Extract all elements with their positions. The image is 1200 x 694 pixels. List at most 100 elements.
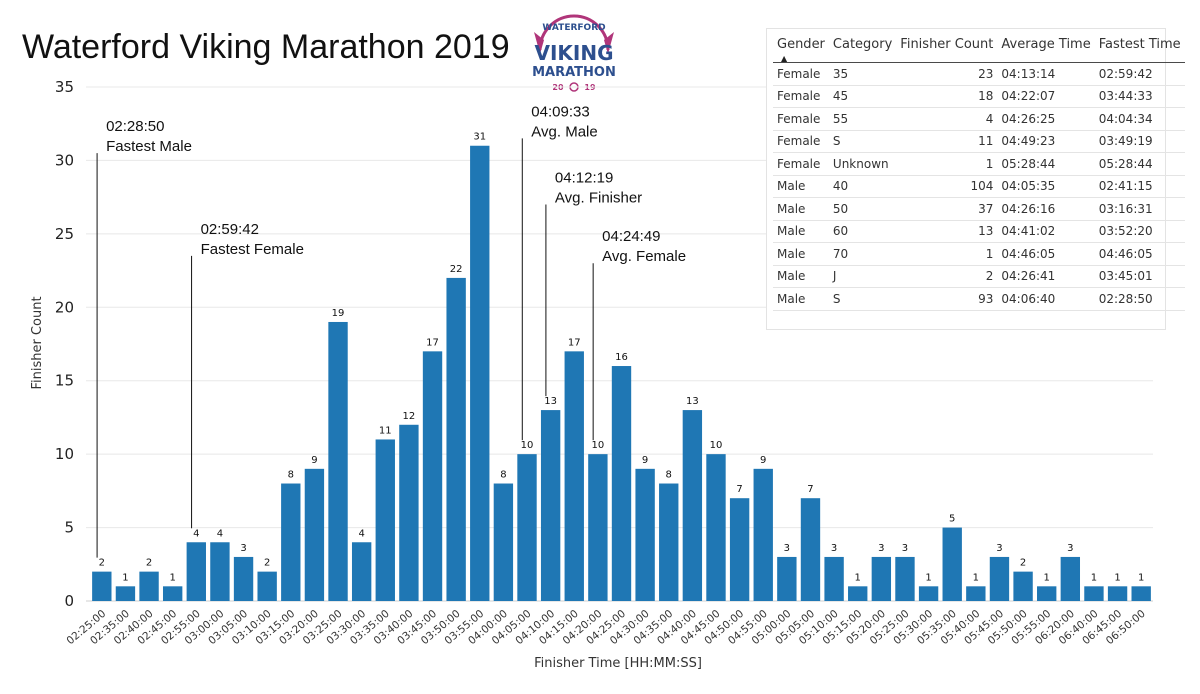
cell-fastest-time: 04:46:05 (1094, 242, 1185, 266)
bar-data-label: 3 (784, 543, 790, 554)
bar[interactable] (1131, 586, 1151, 601)
bar[interactable] (989, 556, 1010, 601)
table-row[interactable]: Male S 93 04:06:40 02:28:50 (773, 287, 1185, 311)
bar[interactable] (470, 145, 490, 601)
table-row[interactable]: Male 60 13 04:41:02 03:52:20 (773, 220, 1185, 243)
column-header-finisher-count[interactable]: Finisher Count (896, 31, 998, 63)
cell-category: 60 (828, 220, 897, 243)
cell-finisher-count: 2 (896, 265, 998, 288)
bar-data-label: 9 (311, 455, 317, 466)
bar[interactable] (1060, 556, 1081, 601)
column-header-average-time[interactable]: Average Time (997, 31, 1095, 63)
cell-category: 35 (828, 62, 897, 86)
bar[interactable] (304, 468, 325, 601)
bar[interactable] (848, 586, 868, 601)
bar[interactable] (186, 542, 206, 601)
bar-data-label: 3 (902, 543, 908, 554)
cell-gender: Female (773, 85, 829, 108)
bar[interactable] (706, 454, 726, 601)
cell-finisher-count: 1 (896, 242, 998, 266)
cell-average-time: 04:41:02 (997, 220, 1095, 243)
bar[interactable] (1013, 571, 1033, 601)
bar[interactable] (659, 483, 679, 601)
bar[interactable] (328, 321, 348, 601)
table-row[interactable]: Male 40 104 04:05:35 02:41:15 (773, 175, 1185, 198)
bar-data-label: 9 (642, 455, 648, 466)
bar[interactable] (162, 586, 183, 601)
bar[interactable] (115, 586, 136, 601)
bar[interactable] (611, 366, 632, 601)
table-row[interactable]: Female 45 18 04:22:07 03:44:33 (773, 85, 1185, 108)
cell-finisher-count: 37 (896, 197, 998, 221)
y-tick-label: 20 (55, 298, 74, 316)
bar[interactable] (777, 556, 797, 601)
logo-viking-text: VIKING (534, 41, 613, 65)
bar[interactable] (1084, 586, 1104, 601)
cell-gender: Male (773, 175, 829, 198)
table-row[interactable]: Female 35 23 04:13:14 02:59:42 (773, 62, 1185, 86)
bar[interactable] (351, 542, 372, 601)
cell-fastest-time: 04:04:34 (1094, 107, 1185, 131)
bar[interactable] (257, 571, 277, 601)
bar[interactable] (540, 410, 561, 601)
bar[interactable] (517, 454, 537, 601)
bar[interactable] (1037, 586, 1057, 601)
bar[interactable] (564, 351, 584, 601)
bar[interactable] (918, 586, 939, 601)
logo-horn-left (534, 32, 544, 54)
table-row[interactable]: Male J 2 04:26:41 03:45:01 (773, 265, 1185, 288)
column-header-gender[interactable]: Gender ▲ (773, 31, 829, 63)
x-axis-title: Finisher Time [HH:MM:SS] (534, 656, 702, 671)
bar[interactable] (588, 454, 608, 601)
bar[interactable] (375, 439, 395, 601)
bar[interactable] (682, 410, 703, 601)
bar[interactable] (399, 424, 419, 601)
bar[interactable] (1107, 586, 1128, 601)
bar[interactable] (635, 468, 655, 601)
bar[interactable] (753, 468, 773, 601)
bar-data-label: 11 (379, 425, 392, 436)
table-row[interactable]: Female Unknown 1 05:28:44 05:28:44 (773, 152, 1185, 176)
table-row[interactable]: Male 50 37 04:26:16 03:16:31 (773, 197, 1185, 221)
bar-data-label: 17 (426, 337, 439, 348)
column-header-category[interactable]: Category (828, 31, 897, 63)
cell-category: 70 (828, 242, 897, 266)
y-tick-label: 5 (64, 519, 74, 537)
bar[interactable] (871, 556, 892, 601)
bar[interactable] (210, 542, 230, 601)
bar[interactable] (446, 277, 466, 601)
bar[interactable] (824, 556, 844, 601)
cell-gender: Female (773, 62, 829, 86)
bar[interactable] (942, 527, 962, 601)
bar[interactable] (966, 586, 986, 601)
bar[interactable] (493, 483, 514, 601)
bar[interactable] (422, 351, 443, 601)
cell-average-time: 04:06:40 (997, 287, 1095, 311)
cell-finisher-count: 4 (896, 107, 998, 131)
bar[interactable] (233, 556, 254, 601)
bar[interactable] (92, 571, 112, 601)
column-header-fastest-time[interactable]: Fastest Time (1094, 31, 1185, 63)
table-row[interactable]: Female S 11 04:49:23 03:49:19 (773, 130, 1185, 153)
cell-category: 55 (828, 107, 897, 131)
bar-data-label: 7 (736, 484, 742, 495)
bar-data-label: 3 (831, 543, 837, 554)
table-row[interactable]: Female 55 4 04:26:25 04:04:34 (773, 107, 1185, 131)
bar-data-label: 1 (1114, 572, 1120, 583)
cell-average-time: 04:26:41 (997, 265, 1095, 288)
bar[interactable] (895, 556, 915, 601)
bar-data-label: 1 (973, 572, 979, 583)
bar[interactable] (800, 498, 821, 601)
bar-data-label: 19 (332, 308, 345, 319)
bar[interactable] (729, 498, 750, 601)
cell-finisher-count: 13 (896, 220, 998, 243)
bar[interactable] (139, 571, 159, 601)
bar-data-label: 1 (925, 572, 931, 583)
table-row[interactable]: Male 70 1 04:46:05 04:46:05 (773, 242, 1185, 266)
bar[interactable] (281, 483, 301, 601)
cell-category: Unknown (828, 152, 897, 176)
bar-data-label: 1 (1138, 572, 1144, 583)
bar-data-label: 8 (500, 470, 506, 481)
cell-gender: Male (773, 220, 829, 243)
